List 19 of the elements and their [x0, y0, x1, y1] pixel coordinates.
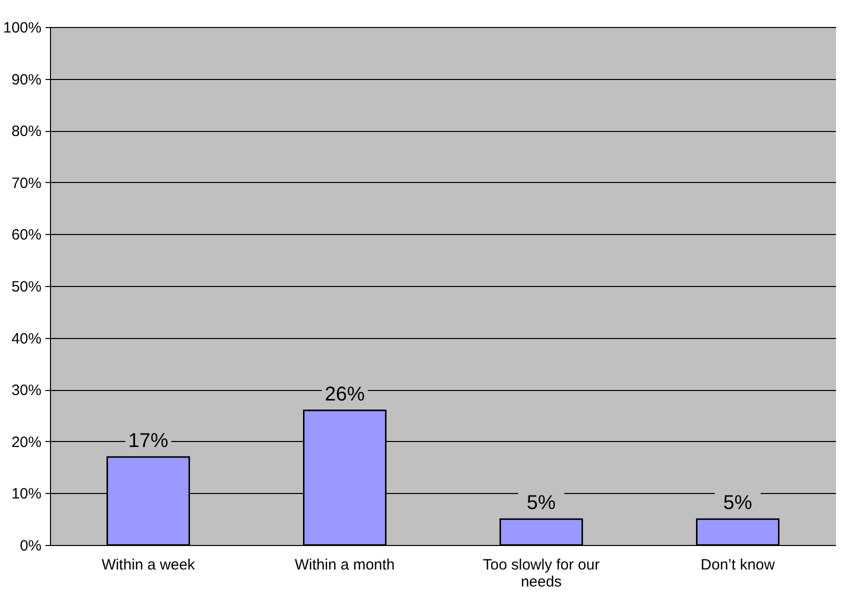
y-tick-label: 90% — [11, 71, 42, 88]
data-label: 26% — [324, 383, 365, 406]
y-tick-label: 20% — [11, 434, 42, 451]
x-tick-label: Don’t know — [700, 556, 776, 574]
x-tick-label: Within a month — [294, 556, 395, 574]
y-tick-label: 30% — [11, 382, 42, 400]
y-tick-label: 100% — [3, 20, 42, 36]
data-label: 5% — [526, 492, 556, 514]
x-tick-label: Too slowly for our needs — [482, 556, 600, 590]
y-tick-label: 80% — [11, 123, 42, 140]
y-tick-label: 0% — [20, 538, 42, 554]
data-label: 5% — [723, 492, 752, 514]
y-tick-label: 10% — [11, 486, 42, 503]
y-tick-label: 70% — [11, 174, 42, 192]
y-tick-label: 40% — [11, 330, 42, 348]
x-tick-label: Within a week — [102, 556, 196, 574]
data-label: 17% — [128, 430, 168, 452]
y-tick-label: 50% — [11, 278, 42, 296]
y-tick-label: 60% — [11, 226, 42, 244]
